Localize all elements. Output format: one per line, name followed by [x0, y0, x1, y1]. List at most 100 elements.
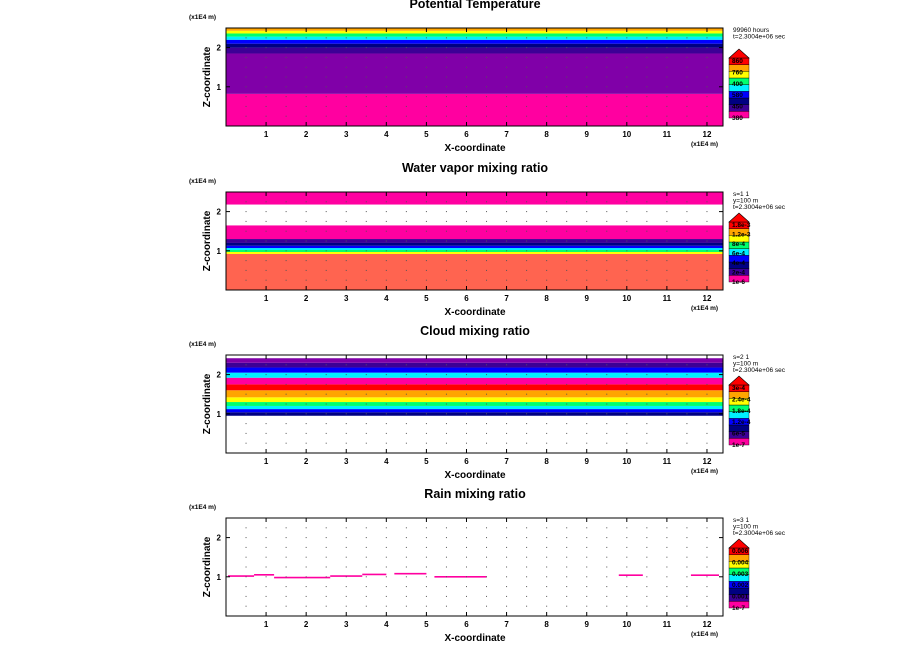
grid-dot [385, 364, 387, 366]
grid-dot [425, 546, 427, 548]
grid-dot [385, 47, 387, 49]
x-axis-label: X-coordinate [444, 143, 506, 154]
grid-dot [345, 37, 347, 39]
grid-dot [626, 96, 628, 98]
grid-dot [686, 86, 688, 88]
grid-dot [405, 211, 407, 213]
contour-band [226, 250, 723, 252]
grid-dot [566, 47, 568, 49]
grid-dot [345, 105, 347, 107]
grid-dot [325, 279, 327, 281]
grid-dot [606, 230, 608, 232]
grid-dot [405, 537, 407, 539]
grid-dot [526, 556, 528, 558]
grid-dot [686, 66, 688, 68]
grid-dot [586, 96, 588, 98]
grid-dot [586, 279, 588, 281]
grid-dot [385, 201, 387, 203]
grid-dot [425, 56, 427, 58]
colorbar-arrow [728, 375, 750, 386]
grid-dot [405, 66, 407, 68]
contour-band [226, 30, 723, 34]
grid-dot [526, 393, 528, 395]
grid-dot [305, 442, 307, 444]
grid-dot [245, 537, 247, 539]
grid-dot [305, 527, 307, 529]
grid-dot [526, 364, 528, 366]
grid-dot [305, 230, 307, 232]
grid-dot [546, 566, 548, 568]
grid-dot [506, 546, 508, 548]
contour-band [226, 397, 723, 403]
grid-dot [706, 576, 708, 578]
grid-dot [706, 546, 708, 548]
grid-dot [486, 211, 488, 213]
grid-dot [486, 383, 488, 385]
info-text: t=2.3004e+06 sec [733, 204, 786, 211]
grid-dot [706, 279, 708, 281]
grid-dot [445, 586, 447, 588]
grid-dot [385, 403, 387, 405]
grid-dot [365, 37, 367, 39]
colorbar-label: 2e-4 [732, 270, 745, 277]
colorbar-label: 1.2e-3 [732, 232, 751, 239]
grid-dot [465, 260, 467, 262]
grid-dot [465, 37, 467, 39]
grid-dot [586, 546, 588, 548]
grid-dot [345, 566, 347, 568]
grid-dot [626, 556, 628, 558]
grid-dot [305, 279, 307, 281]
grid-dot [425, 66, 427, 68]
grid-dot [646, 442, 648, 444]
grid-dot [465, 66, 467, 68]
grid-dot [586, 211, 588, 213]
grid-dot [546, 269, 548, 271]
grid-dot [385, 393, 387, 395]
grid-dot [345, 442, 347, 444]
grid-dot [305, 115, 307, 117]
grid-dot [405, 279, 407, 281]
grid-dot [506, 566, 508, 568]
grid-dot [405, 37, 407, 39]
grid-dot [566, 240, 568, 242]
grid-dot [365, 269, 367, 271]
grid-dot [345, 211, 347, 213]
grid-dot [626, 250, 628, 252]
grid-dot [385, 442, 387, 444]
grid-dot [285, 279, 287, 281]
grid-dot [626, 269, 628, 271]
grid-dot [265, 47, 267, 49]
grid-dot [626, 442, 628, 444]
grid-dot [445, 537, 447, 539]
colorbar-label: 8e-4 [732, 241, 745, 248]
grid-dot [465, 605, 467, 607]
grid-dot [606, 537, 608, 539]
grid-dot [325, 393, 327, 395]
grid-dot [666, 432, 668, 434]
contour-band [226, 43, 723, 48]
grid-dot [686, 250, 688, 252]
grid-dot [245, 37, 247, 39]
grid-dot [305, 220, 307, 222]
grid-dot [646, 537, 648, 539]
grid-dot [626, 76, 628, 78]
grid-dot [445, 566, 447, 568]
grid-dot [245, 605, 247, 607]
panel-title: Rain mixing ratio [424, 487, 526, 501]
grid-dot [325, 595, 327, 597]
grid-dot [526, 595, 528, 597]
grid-dot [526, 423, 528, 425]
grid-dot [526, 537, 528, 539]
grid-dot [425, 86, 427, 88]
contour-band [226, 402, 723, 406]
grid-dot [365, 432, 367, 434]
grid-dot [445, 56, 447, 58]
grid-dot [365, 383, 367, 385]
grid-dot [405, 220, 407, 222]
x-tick-label: 10 [622, 130, 631, 139]
grid-dot [365, 364, 367, 366]
grid-dot [706, 413, 708, 415]
grid-dot [586, 556, 588, 558]
contour-band [226, 412, 723, 416]
grid-dot [265, 105, 267, 107]
